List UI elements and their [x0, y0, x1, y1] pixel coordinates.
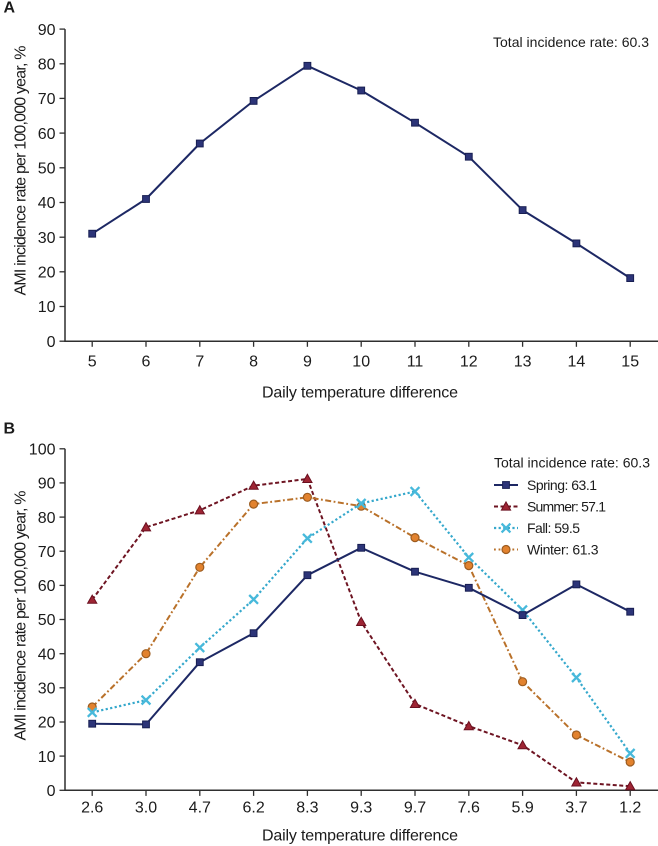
svg-text:40: 40: [38, 195, 56, 212]
svg-text:12: 12: [460, 354, 478, 371]
svg-text:90: 90: [38, 22, 56, 39]
svg-text:70: 70: [38, 544, 56, 561]
svg-text:A: A: [4, 0, 16, 17]
svg-text:3.0: 3.0: [135, 800, 157, 817]
svg-text:0: 0: [47, 334, 56, 351]
svg-text:8.3: 8.3: [296, 800, 318, 817]
svg-text:8: 8: [249, 354, 258, 371]
svg-text:Daily temperature difference: Daily temperature difference: [262, 385, 458, 402]
svg-text:40: 40: [38, 646, 56, 663]
svg-text:30: 30: [38, 681, 56, 698]
svg-text:5.9: 5.9: [511, 800, 533, 817]
svg-text:30: 30: [38, 230, 56, 247]
svg-text:11: 11: [407, 354, 424, 371]
svg-text:AMI incidence rate per 100,000: AMI incidence rate per 100,000 year, %: [13, 46, 30, 296]
svg-text:10: 10: [352, 354, 370, 371]
svg-text:100: 100: [29, 442, 56, 459]
svg-text:Fall: 59.5: Fall: 59.5: [527, 520, 580, 536]
svg-text:70: 70: [38, 91, 56, 108]
svg-text:9.7: 9.7: [404, 800, 426, 817]
svg-text:0: 0: [47, 783, 56, 800]
svg-text:Total incidence rate: 60.3: Total incidence rate: 60.3: [494, 455, 650, 471]
svg-text:20: 20: [38, 715, 56, 732]
svg-text:7: 7: [195, 354, 204, 371]
svg-text:13: 13: [514, 354, 532, 371]
svg-text:10: 10: [38, 299, 56, 316]
svg-text:Total incidence rate: 60.3: Total incidence rate: 60.3: [493, 34, 649, 50]
svg-text:1.2: 1.2: [619, 800, 641, 817]
svg-text:Winter: 61.3: Winter: 61.3: [527, 542, 599, 558]
svg-text:80: 80: [38, 57, 56, 74]
svg-text:Summer: 57.1: Summer: 57.1: [527, 499, 606, 515]
svg-text:7.6: 7.6: [458, 800, 480, 817]
svg-text:4.7: 4.7: [189, 800, 211, 817]
svg-text:50: 50: [38, 161, 56, 178]
svg-text:B: B: [4, 421, 16, 438]
svg-text:15: 15: [621, 354, 639, 371]
svg-text:80: 80: [38, 510, 56, 527]
svg-text:10: 10: [38, 749, 56, 766]
svg-text:9.3: 9.3: [350, 800, 372, 817]
svg-text:6.2: 6.2: [242, 800, 264, 817]
svg-text:60: 60: [38, 578, 56, 595]
svg-text:2.6: 2.6: [81, 800, 103, 817]
svg-text:9: 9: [303, 354, 312, 371]
svg-text:60: 60: [38, 126, 56, 143]
svg-text:20: 20: [38, 265, 56, 282]
svg-text:90: 90: [38, 476, 56, 493]
svg-text:Daily temperature difference: Daily temperature difference: [262, 828, 458, 845]
svg-text:6: 6: [142, 354, 151, 371]
svg-text:AMI incidence rate per 100,000: AMI incidence rate per 100,000 year, %: [13, 491, 30, 741]
svg-text:50: 50: [38, 612, 56, 629]
svg-text:3.7: 3.7: [565, 800, 587, 817]
svg-text:14: 14: [568, 354, 586, 371]
svg-text:5: 5: [88, 354, 97, 371]
svg-text:Spring: 63.1: Spring: 63.1: [527, 477, 597, 493]
